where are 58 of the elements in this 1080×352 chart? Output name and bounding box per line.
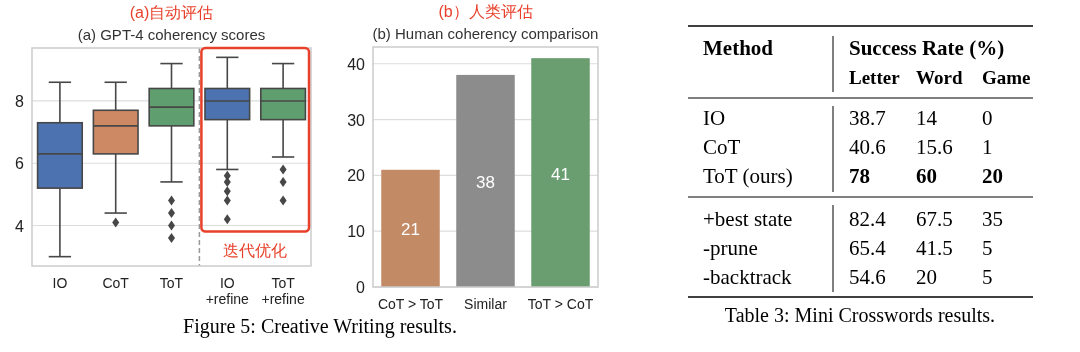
x-tick-label: ToT bbox=[159, 275, 184, 291]
text: 67.5 bbox=[916, 207, 953, 231]
caption: Figure 5: Creative Writing results. bbox=[183, 315, 457, 338]
y-tick-label: 30 bbox=[347, 111, 366, 129]
data-label: 41 bbox=[551, 164, 570, 184]
chart-subtitle: (a)自动评估 bbox=[129, 4, 214, 21]
x-tick-label: CoT > ToT bbox=[377, 296, 444, 312]
text: Letter bbox=[849, 67, 901, 88]
text: 65.4 bbox=[849, 236, 887, 260]
text: 40.6 bbox=[849, 135, 886, 159]
text: Success Rate (%) bbox=[849, 36, 1005, 60]
data-label: 38 bbox=[476, 172, 495, 192]
x-tick-label: Similar bbox=[464, 296, 508, 312]
y-tick-label: 6 bbox=[15, 155, 25, 173]
y-tick-label: 8 bbox=[15, 92, 25, 110]
chart-title: (a) GPT-4 coherency scores bbox=[77, 26, 266, 43]
chart-subtitle: (b）人类评估 bbox=[438, 3, 533, 20]
x-tick-label: ToT +refine bbox=[261, 275, 305, 307]
chart-title: (b) Human coherency comparison bbox=[372, 25, 599, 42]
text: 60 bbox=[916, 164, 937, 188]
text: 35 bbox=[982, 207, 1003, 231]
text: ToT (ours) bbox=[703, 164, 793, 188]
text: 20 bbox=[916, 265, 937, 289]
y-tick-label: 10 bbox=[347, 223, 366, 241]
y-tick-label: 4 bbox=[15, 217, 25, 235]
text: 82.4 bbox=[849, 207, 887, 231]
x-tick-label: ToT > CoT bbox=[527, 296, 594, 312]
text: IO bbox=[703, 106, 726, 130]
text: Table 3: Mini Crosswords results. bbox=[724, 304, 996, 326]
bar bbox=[531, 58, 590, 287]
text: 0 bbox=[982, 106, 993, 130]
x-tick-label: IO bbox=[52, 275, 68, 291]
text: -prune bbox=[703, 236, 758, 260]
text: 41.5 bbox=[916, 236, 953, 260]
text: CoT bbox=[703, 135, 741, 159]
text: 5 bbox=[982, 236, 993, 260]
text: 78 bbox=[849, 164, 870, 188]
text: Method bbox=[703, 36, 774, 60]
text: 15.6 bbox=[916, 135, 953, 159]
text: Game bbox=[982, 67, 1031, 88]
text: 5 bbox=[982, 265, 993, 289]
x-tick-label: IO +refine bbox=[205, 275, 250, 307]
y-tick-label: 0 bbox=[356, 279, 366, 296]
text: Word bbox=[916, 67, 963, 88]
text: +best state bbox=[703, 207, 793, 231]
text: 20 bbox=[982, 164, 1003, 188]
text: 38.7 bbox=[849, 106, 886, 130]
y-tick-label: 20 bbox=[347, 167, 366, 185]
y-tick-label: 40 bbox=[347, 55, 366, 73]
bar bbox=[456, 74, 515, 287]
text: -backtrack bbox=[703, 265, 793, 289]
annotation: 迭代优化 bbox=[223, 242, 288, 259]
text: 54.6 bbox=[849, 265, 886, 289]
text: 14 bbox=[916, 106, 938, 130]
bar bbox=[381, 169, 440, 287]
x-tick-label: CoT bbox=[102, 275, 130, 291]
text: 1 bbox=[982, 135, 993, 159]
data-label: 21 bbox=[401, 220, 420, 240]
